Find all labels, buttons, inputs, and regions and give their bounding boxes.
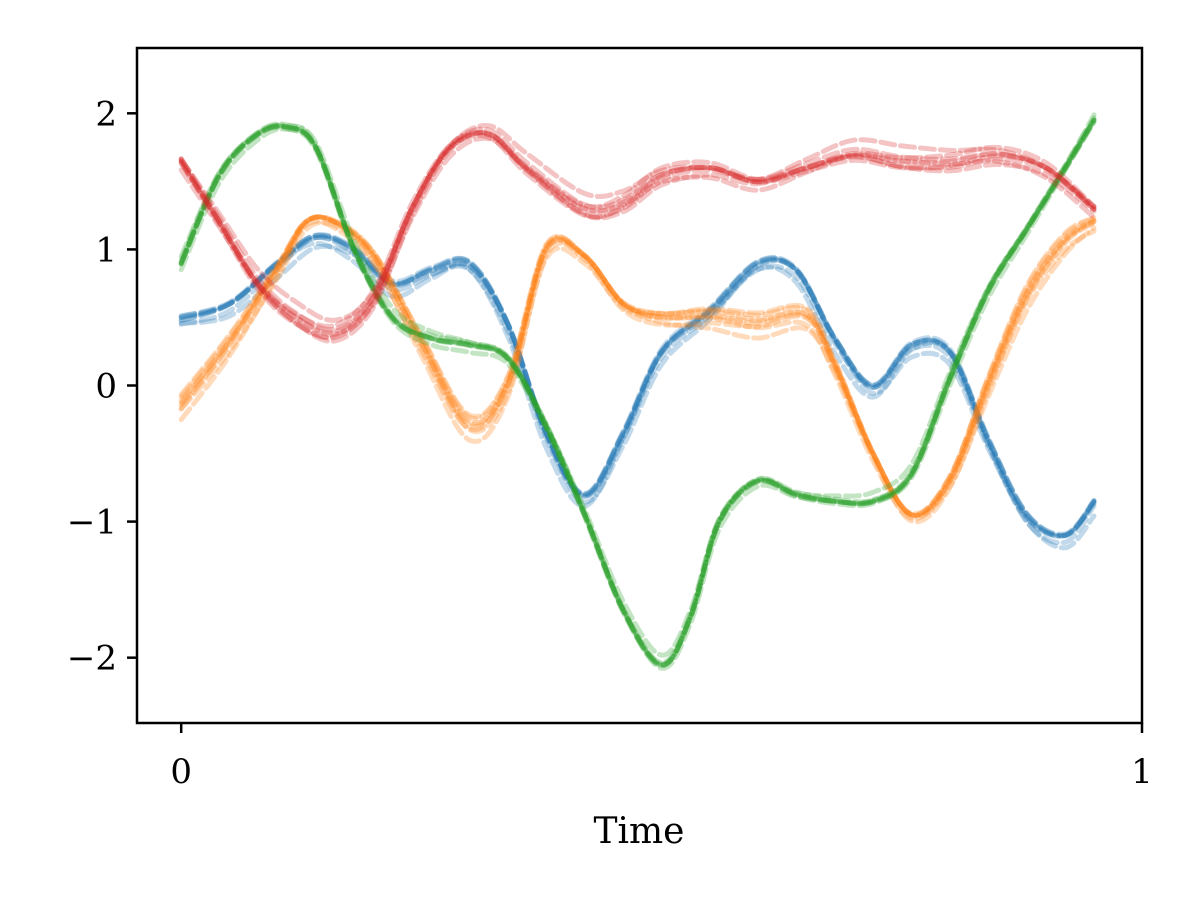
series-0-sample-line — [178, 235, 1097, 539]
series-2-sample-line — [178, 117, 1097, 668]
series-2-sample-line — [178, 117, 1097, 671]
x-tick-label: 0 — [170, 752, 192, 792]
y-tick-label: −2 — [67, 639, 117, 679]
series-1 — [178, 213, 1097, 525]
x-tick-label: 1 — [1131, 752, 1153, 792]
series-2-sample-line — [178, 117, 1097, 667]
series-2-sample-line — [178, 117, 1097, 668]
series-0-sample-line — [178, 233, 1097, 539]
series-0-sample-line — [178, 232, 1097, 537]
series-2-sample-line — [178, 112, 1097, 658]
series-0-sample-line — [178, 232, 1097, 538]
series-3-sample-line — [178, 129, 1097, 329]
series-1-sample-line — [178, 214, 1097, 518]
series-2-sample-line — [178, 115, 1097, 667]
series-2-sample-line — [178, 120, 1097, 669]
y-ticks: 2 1 0 −1 −2 — [67, 94, 137, 679]
series-layer — [178, 112, 1097, 671]
x-axis-label: Time — [594, 811, 685, 852]
series-3 — [178, 123, 1097, 344]
series-1-sample-line — [178, 218, 1097, 525]
series-3-sample-line — [178, 123, 1097, 323]
series-1-sample-line — [178, 214, 1097, 518]
series-3-sample-line — [178, 130, 1097, 335]
series-3-sample-line — [178, 135, 1097, 337]
series-0-sample-line — [178, 234, 1097, 539]
series-3-sample-line — [178, 130, 1097, 344]
y-tick-label: 1 — [95, 230, 117, 270]
series-1-sample-line — [178, 214, 1097, 518]
series-2 — [178, 112, 1097, 671]
series-3-sample-line — [178, 132, 1097, 340]
series-0-sample-line — [178, 240, 1097, 539]
y-tick-label: −1 — [67, 503, 117, 543]
series-1-sample-line — [178, 220, 1097, 522]
y-tick-label: 2 — [95, 94, 117, 134]
series-0-sample-line — [178, 234, 1097, 546]
series-0 — [178, 232, 1097, 551]
y-tick-label: 0 — [95, 367, 117, 407]
series-3-sample-line — [178, 126, 1097, 333]
series-1-sample-line — [178, 213, 1097, 517]
series-2-sample-line — [178, 117, 1097, 665]
series-1-sample-line — [178, 214, 1097, 519]
series-1-sample-line — [178, 214, 1097, 518]
series-0-sample-line — [178, 243, 1097, 551]
series-3-sample-line — [178, 130, 1097, 341]
plot-background — [137, 48, 1142, 723]
